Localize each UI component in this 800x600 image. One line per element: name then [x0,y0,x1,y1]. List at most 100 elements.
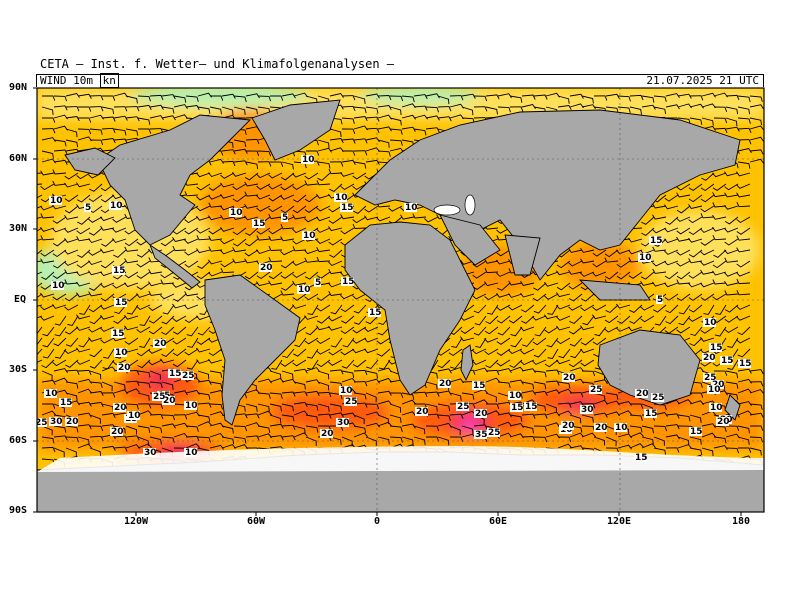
wind-barb-1409 [377,348,391,357]
wind-barb-1307 [594,326,607,337]
speed-label-48: 20 [416,407,429,417]
wind-barb-1542 [545,369,560,375]
wind-barb-386 [353,161,367,169]
speed-label-bg-65 [656,295,663,304]
wind-barb-74 [209,106,222,115]
speed-label-14: 15 [342,277,355,287]
speed-label-bg-77 [689,427,702,436]
wind-barb-18 [257,95,272,102]
wind-barb-1012 [652,268,667,274]
wind-barb-1150 [148,304,163,311]
wind-barb-1018 [724,271,739,277]
wind-barb-149 [389,117,402,126]
wind-barb-1007 [592,271,607,277]
speed-label-bg-14 [341,277,354,286]
wind-barb-1927 [125,444,140,449]
wind-barb-1813 [197,421,212,427]
speed-label-bg-13 [301,155,314,164]
wind-barb-554 [196,194,211,201]
wind-barb-1514 [209,370,223,378]
wind-barb-1376 [700,337,715,342]
wind-barb-1455 [208,358,223,364]
wind-barb-1378 [727,337,739,348]
wind-barb-1664 [569,392,584,398]
wind-barb-1875 [221,436,235,445]
wind-barb-1188 [605,304,619,314]
wind-barb-1316 [700,326,715,334]
wind-barb-1442 [52,359,67,367]
wind-barb-10 [161,94,176,100]
wind-barb-1935 [221,444,236,449]
wind-barb-999 [496,271,511,277]
wind-barb-1141 [40,304,55,311]
wind-barb-863 [304,249,319,255]
wind-barb-1255 [688,315,703,322]
wind-barb-1226 [341,315,355,324]
wind-barb-14 [210,95,224,101]
speed-label-0: 5 [85,203,91,213]
wind-barb-1739 [749,403,763,410]
speed-label-24: 25 [182,371,195,381]
wind-barb-1588 [377,377,392,383]
wind-barb-716 [700,213,715,219]
wind-barb-840 [37,249,43,255]
wind-barb-1418 [484,348,499,356]
wind-barb-1973 [677,444,692,449]
wind-barb-1124 [556,292,571,298]
wind-barb-1205 [89,315,103,325]
wind-barb-1655 [461,392,475,400]
speed-label-bg-1 [109,201,122,210]
wind-barb-1763 [317,413,332,419]
wind-barb-1391 [161,348,175,358]
wind-barb-779 [736,227,751,235]
wind-barb-556 [220,194,235,199]
wind-barb-998 [484,267,499,274]
speed-label-bg-26 [184,401,197,410]
wind-barb-1300 [510,326,523,337]
wind-barb-1767 [365,411,380,417]
wind-barb-717 [712,214,727,220]
wind-barb-1754 [209,411,224,416]
speed-band-19 [146,372,174,388]
wind-barb-244 [89,139,104,146]
wind-barb-1674 [690,392,704,398]
wind-barb-693 [424,216,439,223]
wind-barb-1601 [533,381,547,389]
wind-barb-485 [89,183,103,192]
wind-barb-1244 [556,315,571,321]
wind-barb-1059 [497,282,511,291]
wind-barb-740 [268,227,283,235]
wind-barb-1239 [496,315,511,324]
wind-barb-73 [197,106,211,114]
wind-barb-1266 [100,326,115,332]
wind-barb-1600 [521,381,535,390]
wind-barb-446 [340,172,355,177]
wind-barb-1138 [724,290,739,296]
wind-barb-805 [328,238,343,246]
wind-barb-594 [676,192,691,198]
wind-barb-1042 [292,280,307,286]
wind-barb-1698 [257,403,270,412]
wind-barb-1818 [257,425,271,433]
wind-barb-673 [184,216,199,224]
wind-barb-1381 [42,348,55,359]
speed-label-bg-59 [594,423,607,432]
wind-barb-88 [377,105,392,111]
wind-barb-1521 [293,368,308,374]
wind-barb-948 [604,257,619,263]
wind-barb-1184 [556,304,571,310]
wind-barb-507 [352,183,367,191]
wind-barb-1651 [413,391,428,397]
wind-barb-1134 [676,293,691,302]
wind-barb-1891 [413,436,426,445]
wind-barb-120 [42,117,56,123]
wind-barb-1624 [89,391,104,397]
wind-barb-99 [509,106,524,112]
wind-barb-685 [328,216,343,224]
wind-barb-1347 [352,337,367,344]
wind-barb-739 [256,227,271,235]
wind-barb-1420 [508,348,523,355]
wind-barb-1254 [678,315,691,326]
wind-barb-797 [232,238,247,247]
wind-barb-1556 [713,370,728,376]
